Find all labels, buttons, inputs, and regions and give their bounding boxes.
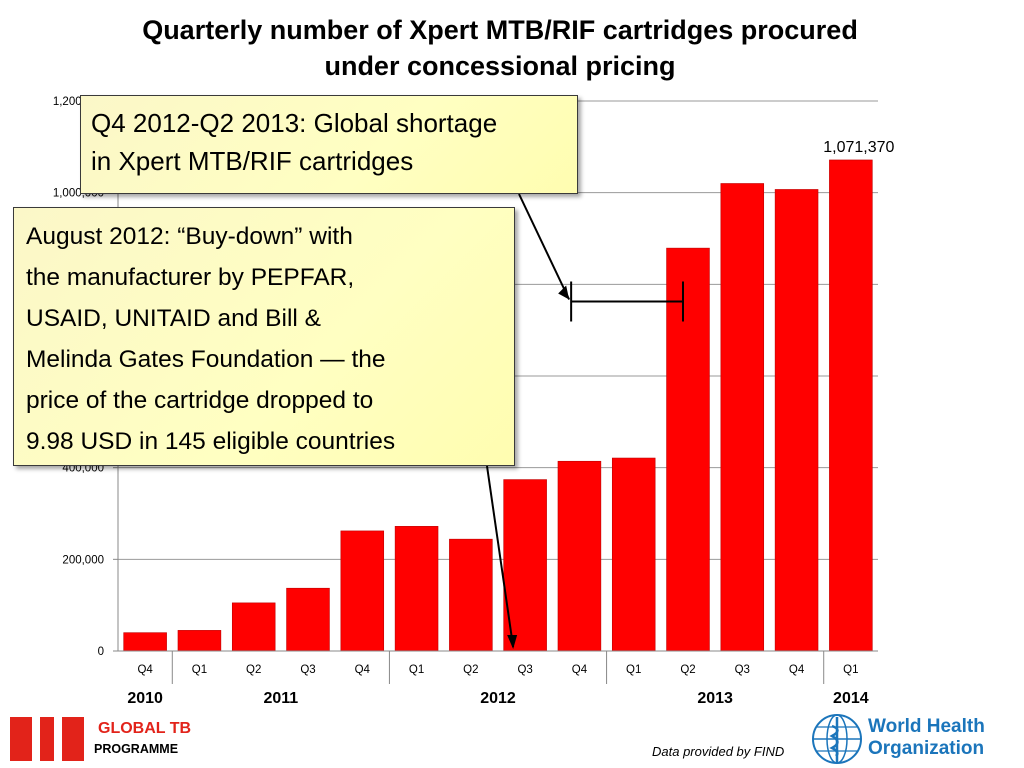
shortage-arrowhead (558, 285, 570, 300)
year-label: 2011 (263, 690, 298, 707)
x-tick-label: Q3 (517, 664, 532, 676)
global-tb-programme-logo: GLOBAL TB PROGRAMME (10, 717, 210, 763)
bar (829, 159, 873, 652)
bars (123, 159, 873, 652)
buydown-callout-line-2: the manufacturer by PEPFAR, (26, 264, 355, 291)
bar (557, 460, 602, 652)
shortage-callout-line-1: Q4 2012-Q2 2013: Global shortage (91, 108, 498, 138)
bar (177, 630, 222, 652)
x-tick-label: Q3 (735, 664, 750, 676)
shortage-callout: Q4 2012-Q2 2013: Global shortage in Xper… (80, 95, 578, 194)
data-source-credit: Data provided by FIND (652, 744, 785, 759)
y-tick-label: 0 (98, 646, 104, 658)
chart-title-line-1: Quarterly number of Xpert MTB/RIF cartri… (142, 15, 858, 45)
x-tick-label: Q4 (789, 664, 805, 676)
data-labels: 1,071,370 (823, 139, 894, 156)
buydown-callout-line-6: 9.98 USD in 145 eligible countries (26, 428, 396, 455)
x-axis-ticks: Q4 Q1 Q2 Q3 Q4 Q1 Q2 Q3 Q4 Q1 Q2 Q3 Q4 Q1 (137, 664, 858, 676)
shortage-arrow-line (518, 193, 571, 300)
who-name-line-1: World Health (868, 716, 985, 737)
x-tick-label: Q2 (680, 664, 695, 676)
buydown-callout-line-1: August 2012: “Buy-down” with (26, 223, 353, 250)
bar (231, 602, 276, 652)
bar (774, 189, 819, 652)
annotation-arrows (486, 193, 684, 649)
chart-title-line-2: under concessional pricing (324, 51, 676, 81)
year-label: 2012 (480, 690, 516, 707)
buydown-callout-line-4: Melinda Gates Foundation — the (26, 346, 386, 373)
year-label: 2010 (127, 690, 163, 707)
data-label: 1,071,370 (823, 139, 894, 156)
x-tick-label: Q4 (572, 664, 588, 676)
bar (123, 632, 167, 652)
x-tick-label: Q1 (409, 664, 424, 676)
x-tick-label: Q2 (463, 664, 478, 676)
chart-title: Quarterly number of Xpert MTB/RIF cartri… (60, 12, 940, 84)
x-tick-label: Q1 (626, 664, 641, 676)
year-label: 2014 (833, 690, 869, 707)
y-tick-label: 200,000 (62, 554, 104, 566)
x-tick-label: Q1 (192, 664, 207, 676)
buydown-arrow-line (486, 465, 515, 648)
buydown-callout: August 2012: “Buy-down” with the manufac… (13, 207, 515, 466)
bar (666, 247, 710, 652)
who-name-line-2: Organization (868, 738, 985, 759)
who-logo: World Health Organization (810, 712, 985, 766)
shortage-callout-line-2: in Xpert MTB/RIF cartridges (91, 146, 414, 176)
bar (611, 457, 656, 652)
bar (394, 526, 439, 652)
buydown-callout-line-5: price of the cartridge dropped to (26, 387, 374, 414)
x-tick-label: Q1 (843, 664, 858, 676)
x-tick-label: Q2 (246, 664, 261, 676)
bar (286, 587, 330, 652)
x-tick-label: Q3 (300, 664, 315, 676)
who-emblem-icon (812, 714, 862, 764)
year-labels: 2010 2011 2012 2013 2014 (127, 651, 869, 707)
buydown-arrowhead (507, 635, 518, 649)
logo-bar-3 (62, 717, 84, 761)
bar (340, 530, 385, 652)
buydown-callout-line-3: USAID, UNITAID and Bill & (26, 305, 321, 332)
bar (503, 479, 547, 652)
logo-bar-1 (10, 717, 32, 761)
bar (720, 183, 765, 652)
logo-bar-2 (40, 717, 54, 761)
logo-text-programme: PROGRAMME (94, 742, 179, 756)
x-tick-label: Q4 (355, 664, 371, 676)
x-tick-label: Q4 (137, 664, 153, 676)
bar (449, 538, 493, 652)
year-label: 2013 (697, 690, 733, 707)
logo-text-global-tb: GLOBAL TB (98, 720, 192, 737)
